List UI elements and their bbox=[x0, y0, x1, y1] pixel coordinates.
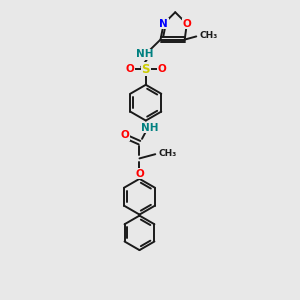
Text: N: N bbox=[159, 19, 168, 29]
Text: O: O bbox=[182, 19, 191, 29]
Text: O: O bbox=[120, 130, 129, 140]
Text: NH: NH bbox=[141, 123, 158, 133]
Text: CH₃: CH₃ bbox=[158, 149, 177, 158]
Text: S: S bbox=[142, 62, 150, 76]
Text: CH₃: CH₃ bbox=[200, 31, 218, 40]
Text: NH: NH bbox=[136, 49, 154, 59]
Text: O: O bbox=[126, 64, 134, 74]
Text: O: O bbox=[157, 64, 166, 74]
Text: O: O bbox=[135, 169, 144, 178]
